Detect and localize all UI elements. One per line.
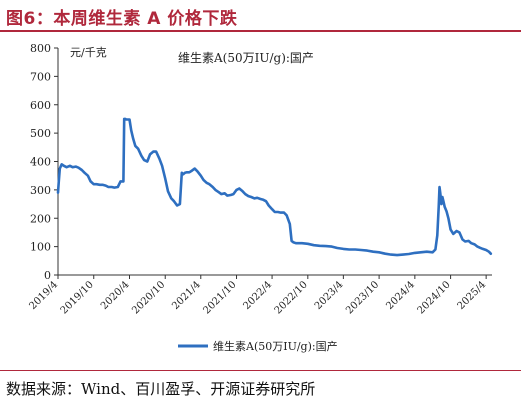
y-tick-label: 600	[30, 99, 51, 112]
x-tick-label: 2025/4	[456, 279, 489, 312]
x-tick-label: 2021/4	[170, 279, 203, 312]
x-tick-label: 2020/10	[130, 279, 167, 316]
x-tick-label: 2020/4	[99, 279, 132, 312]
y-tick-label: 700	[30, 70, 51, 83]
legend-label: 维生素A(50万IU/g):国产	[213, 339, 338, 353]
y-tick-label: 800	[30, 42, 51, 55]
x-tick-label: 2023/10	[344, 279, 381, 316]
x-tick-label: 2023/4	[313, 279, 346, 312]
x-tick-label: 2024/4	[384, 279, 417, 312]
y-tick-label: 0	[44, 269, 51, 282]
x-tick-label: 2022/4	[242, 279, 275, 312]
series-group	[56, 117, 493, 257]
footer-divider	[0, 370, 521, 371]
data-source-note: 数据来源：Wind、百川盈孚、开源证券研究所	[6, 380, 316, 398]
series-annotation: 维生素A(50万IU/g):国产	[178, 51, 314, 65]
x-tick-label: 2024/10	[416, 279, 453, 316]
figure-title: 图6：本周维生素 A 价格下跌	[6, 9, 238, 29]
series-line-0	[56, 117, 493, 257]
y-tick-label: 200	[30, 212, 51, 225]
x-tick-label: 2022/10	[273, 279, 310, 316]
y-tick-label: 300	[30, 184, 51, 197]
title-divider	[0, 30, 521, 32]
y-axis-unit-label: 元/千克	[70, 46, 107, 59]
y-tick-label: 500	[30, 127, 51, 140]
x-tick-label: 2021/10	[201, 279, 238, 316]
y-tick-label: 100	[30, 241, 51, 254]
legend: 维生素A(50万IU/g):国产	[178, 339, 338, 353]
x-tick-label: 2019/4	[27, 279, 60, 312]
x-tick-label: 2019/10	[59, 279, 96, 316]
y-axis-ticks: 0 100 200 300 400 500 600 700 800	[30, 42, 58, 282]
y-tick-label: 400	[30, 156, 51, 169]
